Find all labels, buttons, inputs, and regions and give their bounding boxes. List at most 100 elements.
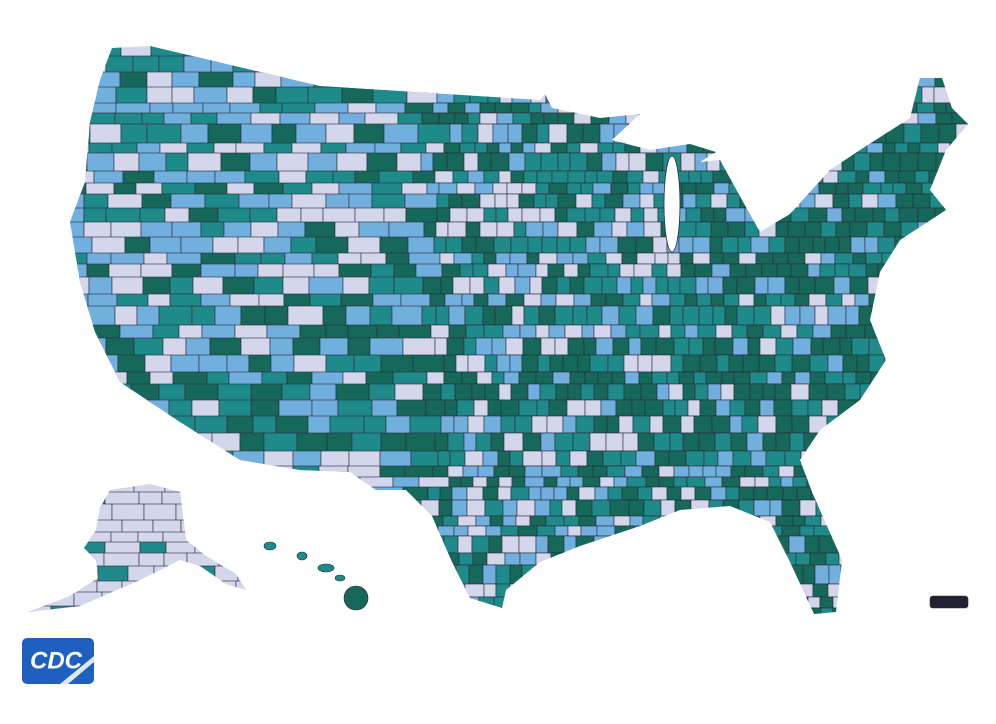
county: [741, 515, 761, 527]
county: [860, 607, 881, 614]
county: [555, 383, 569, 401]
county: [427, 486, 441, 501]
county: [869, 399, 886, 417]
county: [940, 46, 957, 57]
county: [951, 207, 967, 223]
county: [626, 552, 645, 566]
county: [461, 293, 475, 307]
county: [846, 432, 861, 452]
county: [693, 371, 707, 385]
county: [734, 152, 750, 172]
county: [738, 499, 755, 517]
county: [682, 305, 700, 326]
county: [443, 371, 463, 385]
county: [501, 535, 520, 554]
county: [499, 86, 513, 104]
county: [313, 515, 340, 533]
county: [738, 596, 752, 609]
county: [188, 491, 217, 511]
county: [834, 112, 854, 125]
county: [899, 152, 919, 172]
county: [687, 399, 701, 417]
county: [73, 591, 103, 612]
county: [575, 583, 591, 598]
county: [493, 596, 512, 609]
county: [486, 476, 500, 488]
county: [685, 450, 705, 467]
county: [425, 142, 445, 154]
county: [563, 515, 580, 527]
county: [882, 152, 901, 172]
county: [722, 499, 740, 517]
county: [832, 607, 847, 614]
county: [733, 371, 751, 385]
county: [540, 293, 557, 307]
county: [938, 123, 957, 144]
county: [583, 337, 597, 356]
county: [554, 305, 574, 326]
county: [709, 515, 727, 527]
county: [951, 86, 968, 104]
county: [948, 221, 968, 238]
county: [529, 515, 547, 527]
county: [775, 515, 794, 527]
county: [972, 40, 990, 56]
county: [955, 46, 968, 57]
county: [509, 252, 528, 265]
county: [479, 193, 496, 209]
county: [880, 112, 901, 125]
county: [945, 415, 960, 434]
county: [964, 152, 968, 172]
county: [921, 86, 935, 104]
county: [529, 276, 543, 295]
county: [868, 71, 885, 88]
county: [964, 371, 968, 385]
county: [640, 337, 657, 356]
county: [832, 193, 850, 209]
county: [215, 491, 246, 511]
county: [915, 486, 934, 501]
county: [89, 607, 124, 614]
county: [487, 86, 501, 104]
county: [830, 525, 845, 537]
county: [810, 486, 829, 501]
county: [566, 142, 581, 154]
county: [892, 182, 907, 195]
county: [843, 525, 863, 537]
alaska: [28, 484, 246, 612]
county: [889, 486, 903, 501]
county: [651, 354, 672, 373]
county: [881, 515, 900, 527]
county: [483, 252, 497, 265]
county: [483, 583, 497, 598]
county: [820, 252, 836, 265]
county: [627, 123, 644, 144]
county: [877, 525, 891, 537]
county: [70, 399, 89, 423]
county: [925, 276, 943, 295]
county: [651, 583, 667, 598]
county: [853, 564, 867, 585]
county: [910, 564, 926, 585]
county: [745, 263, 763, 278]
county: [186, 605, 213, 612]
county: [716, 112, 733, 125]
county: [805, 152, 825, 172]
county: [272, 476, 302, 494]
county: [961, 354, 968, 373]
county: [784, 46, 801, 57]
county: [121, 583, 156, 604]
county: [530, 86, 547, 104]
county: [909, 596, 924, 609]
county: [966, 86, 968, 104]
county: [28, 605, 52, 612]
county: [424, 583, 439, 598]
county: [222, 525, 254, 543]
county: [453, 46, 470, 57]
county: [851, 415, 865, 434]
county: [851, 535, 870, 554]
county: [643, 552, 661, 566]
county: [680, 152, 696, 172]
county: [586, 305, 603, 326]
county: [714, 337, 734, 356]
